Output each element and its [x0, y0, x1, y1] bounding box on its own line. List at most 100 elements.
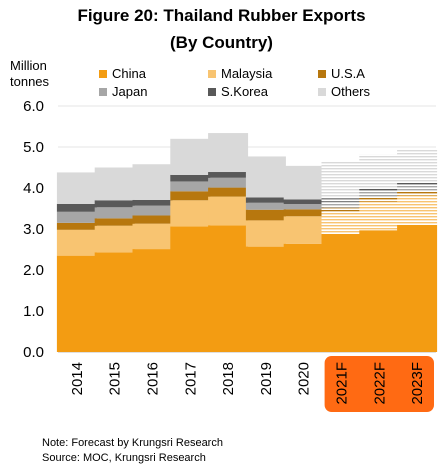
y-tick-label: 3.0 — [23, 221, 44, 238]
y-tick-label: 6.0 — [23, 98, 44, 115]
bar-usa-2023F — [397, 191, 438, 196]
bar-malaysia-2020 — [283, 216, 324, 244]
bar-skorea-2019 — [245, 197, 286, 203]
bar-skorea-2018 — [208, 172, 249, 178]
bar-japan-2016 — [132, 205, 173, 216]
legend-label-others: Others — [331, 84, 371, 99]
bar-japan-2018 — [208, 177, 249, 188]
bar-malaysia-2016 — [132, 223, 173, 250]
bar-others-2020 — [283, 165, 324, 200]
forecast-note: Note: Forecast by Krungsri Research — [42, 437, 223, 449]
bar-skorea-2022F — [359, 188, 400, 192]
x-tick-label: 2015 — [107, 362, 124, 395]
bar-malaysia-2017 — [170, 200, 211, 227]
bar-others-2022F — [359, 154, 400, 189]
bar-china-2021F — [321, 233, 362, 352]
bar-others-2021F — [321, 161, 362, 199]
bar-japan-2015 — [94, 207, 135, 219]
bar-others-2019 — [245, 156, 286, 198]
x-tick-label: 2022F — [371, 362, 388, 405]
bar-others-2023F — [397, 149, 438, 183]
bar-usa-2014 — [56, 222, 97, 230]
x-tick-label: 2021F — [334, 362, 351, 405]
bar-skorea-2015 — [94, 200, 135, 208]
bar-china-2017 — [170, 226, 211, 352]
bar-malaysia-2015 — [94, 225, 135, 253]
legend-swatch-others — [318, 87, 326, 96]
bar-china-2018 — [208, 225, 249, 352]
legend-swatch-malaysia — [208, 69, 216, 78]
forecast-highlight — [324, 356, 434, 412]
bar-japan-2021F — [321, 201, 362, 208]
x-tick-label: 2018 — [220, 362, 237, 395]
chart-subtitle: (By Country) — [170, 33, 273, 52]
y-tick-label: 0.0 — [23, 344, 44, 361]
legend-item-japan: Japan — [99, 84, 147, 99]
bar-usa-2018 — [208, 187, 249, 197]
bar-malaysia-2023F — [397, 195, 438, 225]
bar-usa-2022F — [359, 197, 400, 202]
bar-china-2015 — [94, 252, 135, 352]
bar-usa-2019 — [245, 209, 286, 221]
bar-china-2016 — [132, 249, 173, 352]
y-tick-label: 2.0 — [23, 262, 44, 279]
y-axis-unit-line-1: Million — [10, 58, 47, 73]
legend-item-skorea: S.Korea — [208, 84, 268, 99]
legend-label-japan: Japan — [112, 84, 148, 99]
bar-others-2017 — [170, 138, 211, 175]
bar-malaysia-2022F — [359, 201, 400, 231]
legend-swatch-usa — [318, 69, 326, 78]
bar-japan-2019 — [245, 202, 286, 210]
x-tick-label: 2019 — [258, 362, 275, 395]
x-tick-label: 2023F — [409, 362, 426, 405]
bar-skorea-2017 — [170, 174, 211, 182]
legend-label-china: China — [112, 66, 146, 81]
bar-japan-2017 — [170, 181, 211, 192]
y-tick-label: 1.0 — [23, 303, 44, 320]
bar-china-2019 — [245, 246, 286, 352]
legend-swatch-china — [99, 69, 107, 78]
chart-title: Figure 20: Thailand Rubber Exports — [77, 6, 366, 25]
source-note: Source: MOC, Krungsri Research — [42, 452, 206, 464]
bar-china-2020 — [283, 243, 324, 352]
legend-swatch-skorea — [208, 87, 216, 96]
legend-label-skorea: S.Korea — [221, 84, 268, 99]
bar-others-2016 — [132, 164, 173, 200]
legend-swatch-japan — [99, 87, 107, 96]
bar-others-2015 — [94, 167, 135, 201]
bar-usa-2015 — [94, 218, 135, 226]
bar-malaysia-2018 — [208, 196, 249, 226]
bar-china-2014 — [56, 255, 97, 352]
legend-label-malaysia: Malaysia — [221, 66, 273, 81]
bar-usa-2020 — [283, 209, 324, 217]
bar-skorea-2020 — [283, 199, 324, 204]
bar-japan-2022F — [359, 191, 400, 198]
y-tick-label: 4.0 — [23, 180, 44, 197]
bar-usa-2021F — [321, 207, 362, 212]
bar-malaysia-2019 — [245, 220, 286, 247]
x-tick-label: 2016 — [145, 362, 162, 395]
legend-label-usa: U.S.A — [331, 66, 365, 81]
x-tick-label: 2020 — [296, 362, 313, 395]
bar-japan-2014 — [56, 211, 97, 223]
bar-skorea-2021F — [321, 198, 362, 202]
legend-item-usa: U.S.A — [318, 66, 365, 81]
bar-japan-2023F — [397, 185, 438, 192]
bar-skorea-2023F — [397, 182, 438, 186]
x-tick-label: 2014 — [69, 362, 86, 395]
bar-others-2018 — [208, 133, 249, 173]
bar-malaysia-2021F — [321, 211, 362, 234]
bar-japan-2020 — [283, 203, 324, 210]
bar-skorea-2016 — [132, 199, 173, 206]
legend-item-others: Others — [318, 84, 370, 99]
bar-malaysia-2014 — [56, 229, 97, 256]
bar-usa-2017 — [170, 191, 211, 201]
bar-others-2014 — [56, 172, 97, 204]
bar-skorea-2014 — [56, 203, 97, 212]
bar-usa-2016 — [132, 215, 173, 224]
y-tick-label: 5.0 — [23, 139, 44, 156]
bar-china-2023F — [397, 224, 438, 352]
x-tick-label: 2017 — [182, 362, 199, 395]
legend-item-china: China — [99, 66, 146, 81]
